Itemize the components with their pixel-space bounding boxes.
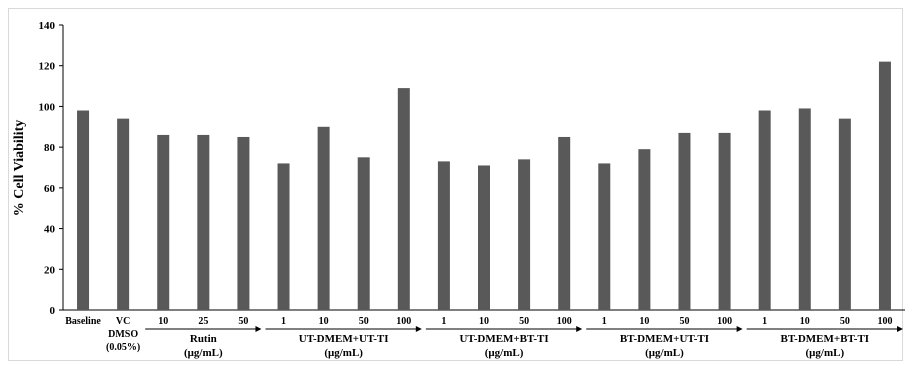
x-tick-label: 10	[639, 316, 649, 327]
y-tick-label: 80	[44, 142, 56, 154]
bar	[478, 165, 490, 310]
bar	[157, 134, 170, 310]
y-tick-label: 0	[50, 305, 56, 317]
x-tick-label: 1	[441, 316, 446, 327]
bar	[197, 134, 210, 310]
group-label: BT-DMEM+UT-TI	[620, 333, 709, 345]
x-tick-label: 50	[238, 316, 248, 327]
x-tick-label: 100	[877, 316, 892, 327]
y-tick-label: 140	[39, 20, 56, 32]
x-tick-label: 50	[359, 316, 369, 327]
x-tick-label: 1	[281, 316, 286, 327]
y-tick-label: 100	[39, 101, 56, 113]
group-arrow-head	[576, 326, 583, 332]
vc-sublabel: DMSO	[108, 329, 138, 340]
bar	[77, 110, 90, 310]
x-tick-label: 100	[717, 316, 732, 327]
y-tick-label: 60	[44, 183, 56, 195]
bar	[718, 132, 731, 310]
bar	[558, 136, 571, 310]
y-tick-label: 120	[39, 61, 56, 73]
bar	[878, 61, 891, 311]
group-unit: (μg/mL)	[485, 347, 524, 359]
x-tick-label: 10	[800, 316, 810, 327]
bar	[437, 161, 450, 310]
x-tick-label: Baseline	[65, 316, 101, 327]
group-unit: (μg/mL)	[184, 347, 223, 359]
y-axis-label: % Cell Viability	[12, 120, 27, 216]
group-label: UT-DMEM+BT-TI	[459, 333, 548, 345]
y-tick-label: 20	[44, 264, 56, 276]
group-label: UT-DMEM+UT-TI	[299, 333, 389, 345]
group-label: Rutin	[190, 333, 217, 345]
x-tick-label: 1	[602, 316, 607, 327]
x-tick-label: 25	[198, 316, 208, 327]
bar	[758, 110, 771, 310]
bar	[117, 118, 130, 311]
group-arrow-head	[896, 326, 903, 332]
bar	[397, 88, 410, 310]
x-tick-label: 50	[679, 316, 689, 327]
group-arrow-head	[736, 326, 743, 332]
bar	[518, 159, 531, 310]
y-tick-label: 40	[44, 224, 56, 236]
bar	[357, 157, 370, 310]
group-unit: (μg/mL)	[645, 347, 684, 359]
bar	[798, 108, 811, 310]
x-tick-label: 10	[158, 316, 168, 327]
bar	[838, 118, 851, 311]
group-arrow-head	[415, 326, 422, 332]
chart-frame	[8, 8, 903, 361]
bar	[277, 163, 290, 310]
vc-sublabel: (0.05%)	[106, 342, 140, 353]
x-tick-label: 10	[479, 316, 489, 327]
group-label: BT-DMEM+BT-TI	[781, 333, 870, 345]
bar	[317, 126, 330, 311]
x-tick-label: 50	[840, 316, 850, 327]
x-tick-label: 1	[762, 316, 767, 327]
bar	[598, 163, 611, 310]
group-unit: (μg/mL)	[324, 347, 363, 359]
x-tick-label: VC	[116, 316, 130, 327]
x-tick-label: 100	[396, 316, 411, 327]
group-arrow-head	[255, 326, 262, 332]
bar	[237, 136, 250, 310]
x-tick-label: 100	[557, 316, 572, 327]
bar	[678, 132, 691, 310]
group-unit: (μg/mL)	[805, 347, 844, 359]
x-tick-label: 10	[319, 316, 329, 327]
x-tick-label: 50	[519, 316, 529, 327]
bar	[638, 149, 651, 310]
